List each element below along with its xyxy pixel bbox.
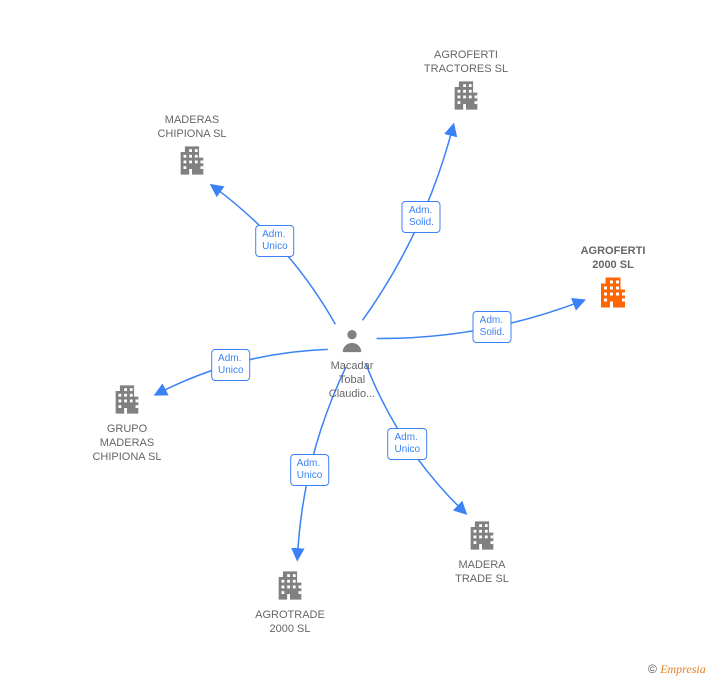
copyright-brand: Empresia [660, 662, 706, 676]
edge-label-agroferti_2000: Adm. Solid. [473, 311, 512, 343]
node-label-madera_trade: MADERA TRADE SL [455, 559, 509, 587]
building-icon-agroferti_tractores[interactable] [449, 79, 483, 118]
edge-label-agrotrade_2000: Adm. Unico [290, 454, 330, 486]
building-icon-grupo_maderas[interactable] [110, 383, 144, 422]
building-icon-agrotrade_2000[interactable] [273, 569, 307, 608]
center-node-label: Macadar Tobal Claudio... [329, 360, 375, 401]
edge-label-agroferti_tractores: Adm. Solid. [402, 201, 441, 233]
node-label-agrotrade_2000: AGROTRADE 2000 SL [255, 609, 325, 637]
edge-label-madera_trade: Adm. Unico [387, 428, 427, 460]
node-label-maderas_chipiona: MADERAS CHIPIONA SL [157, 114, 226, 142]
copyright: © Empresia [648, 662, 706, 677]
node-label-agroferti_2000: AGROFERTI 2000 SL [581, 245, 646, 273]
node-label-grupo_maderas: GRUPO MADERAS CHIPIONA SL [92, 423, 161, 464]
building-icon-maderas_chipiona[interactable] [175, 144, 209, 183]
building-icon-agroferti_2000[interactable] [595, 275, 631, 316]
person-icon[interactable] [338, 327, 366, 360]
node-label-agroferti_tractores: AGROFERTI TRACTORES SL [424, 49, 508, 77]
edge-label-maderas_chipiona: Adm. Unico [255, 225, 295, 257]
edge-label-grupo_maderas: Adm. Unico [211, 349, 251, 381]
building-icon-madera_trade[interactable] [465, 519, 499, 558]
copyright-symbol: © [648, 662, 657, 676]
